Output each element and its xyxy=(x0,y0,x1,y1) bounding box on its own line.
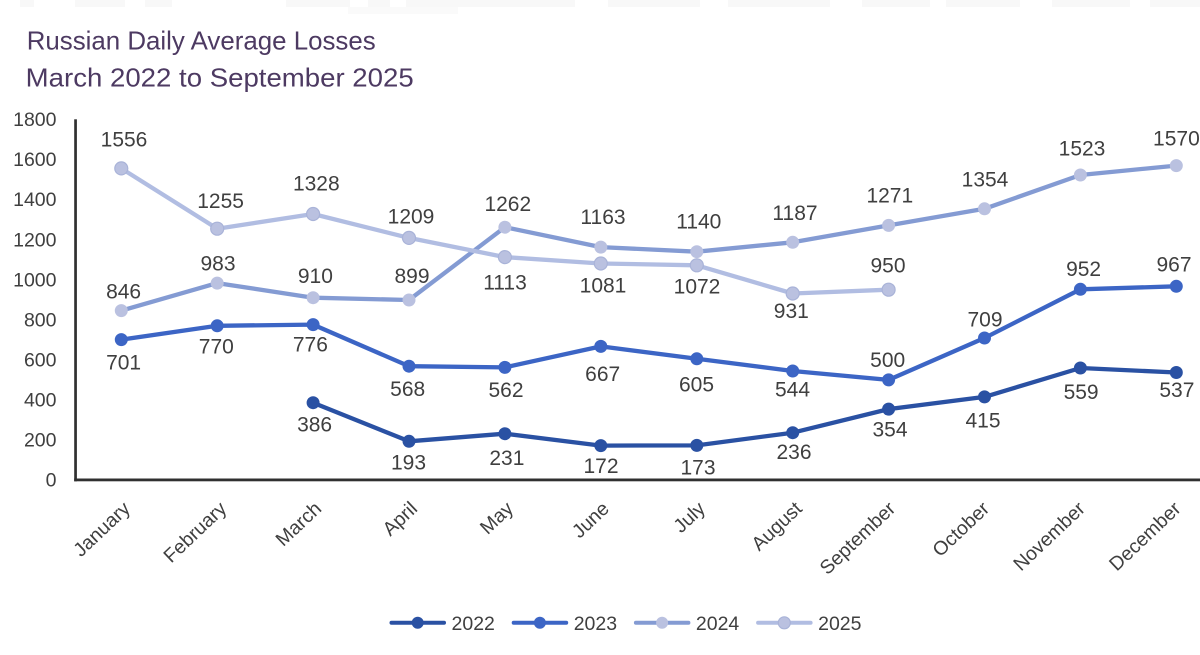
svg-text:967: 967 xyxy=(1156,254,1191,277)
svg-text:1209: 1209 xyxy=(388,206,435,229)
svg-text:1400: 1400 xyxy=(13,189,57,211)
svg-text:2025: 2025 xyxy=(818,613,862,635)
svg-text:701: 701 xyxy=(106,351,141,374)
svg-text:1140: 1140 xyxy=(676,211,721,234)
svg-text:Russian Daily Average Losses: Russian Daily Average Losses xyxy=(27,25,376,55)
svg-text:1255: 1255 xyxy=(197,190,244,213)
svg-text:173: 173 xyxy=(680,456,715,479)
svg-text:500: 500 xyxy=(870,349,905,372)
svg-text:200: 200 xyxy=(24,430,57,452)
svg-text:1081: 1081 xyxy=(580,275,627,298)
svg-text:1200: 1200 xyxy=(13,229,57,251)
svg-text:2022: 2022 xyxy=(452,613,495,635)
svg-text:931: 931 xyxy=(774,300,809,323)
svg-text:236: 236 xyxy=(776,441,811,464)
svg-text:983: 983 xyxy=(200,252,235,275)
svg-text:1262: 1262 xyxy=(484,193,531,216)
svg-text:910: 910 xyxy=(298,265,333,288)
svg-text:800: 800 xyxy=(24,309,57,331)
svg-text:1113: 1113 xyxy=(483,271,527,294)
svg-text:1187: 1187 xyxy=(772,202,817,225)
svg-text:415: 415 xyxy=(965,409,1000,432)
svg-text:231: 231 xyxy=(489,447,524,470)
svg-text:605: 605 xyxy=(679,373,714,396)
svg-text:562: 562 xyxy=(488,379,523,402)
svg-text:386: 386 xyxy=(297,413,332,436)
svg-text:776: 776 xyxy=(293,334,328,357)
svg-text:1072: 1072 xyxy=(674,276,721,299)
svg-text:1328: 1328 xyxy=(293,173,340,196)
svg-text:0: 0 xyxy=(46,470,57,492)
svg-text:568: 568 xyxy=(390,378,425,401)
svg-text:950: 950 xyxy=(870,255,905,278)
svg-text:559: 559 xyxy=(1064,381,1099,404)
svg-text:172: 172 xyxy=(583,455,618,478)
svg-text:846: 846 xyxy=(106,281,141,304)
svg-text:2024: 2024 xyxy=(696,613,740,635)
svg-text:1800: 1800 xyxy=(13,109,57,131)
svg-text:400: 400 xyxy=(24,390,57,412)
svg-text:899: 899 xyxy=(394,265,429,288)
svg-text:1523: 1523 xyxy=(1059,137,1106,160)
svg-text:537: 537 xyxy=(1159,379,1194,402)
svg-text:952: 952 xyxy=(1066,258,1101,281)
svg-text:1600: 1600 xyxy=(13,149,57,171)
svg-text:1163: 1163 xyxy=(580,206,625,229)
svg-text:770: 770 xyxy=(199,336,234,359)
svg-text:667: 667 xyxy=(585,363,620,386)
svg-text:193: 193 xyxy=(391,451,426,474)
svg-text:354: 354 xyxy=(872,418,907,441)
svg-text:709: 709 xyxy=(967,308,1002,331)
svg-text:600: 600 xyxy=(24,349,57,371)
svg-text:1354: 1354 xyxy=(962,168,1009,191)
svg-text:1556: 1556 xyxy=(101,129,148,152)
svg-text:544: 544 xyxy=(775,379,810,402)
svg-text:2023: 2023 xyxy=(574,613,617,635)
svg-text:March 2022 to September 2025: March 2022 to September 2025 xyxy=(26,63,414,93)
svg-text:1570: 1570 xyxy=(1153,128,1200,151)
svg-text:1271: 1271 xyxy=(866,184,913,207)
svg-text:1000: 1000 xyxy=(13,269,57,291)
